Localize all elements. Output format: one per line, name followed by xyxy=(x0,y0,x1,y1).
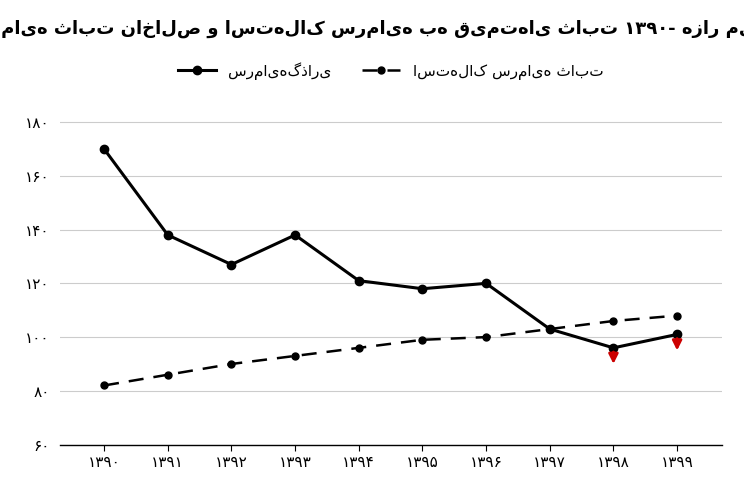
Legend: سرمایهگذاری, استهلاک سرمایه ثابت: سرمایهگذاری, استهلاک سرمایه ثابت xyxy=(172,56,609,86)
Text: تشکیل سرمایه ثابت ناخالص و استهلاک سرمایه به قیمت‌های ثابت ۱۳۹۰- هزار میلیاردتوم: تشکیل سرمایه ثابت ناخالص و استهلاک سرمای… xyxy=(0,20,744,38)
